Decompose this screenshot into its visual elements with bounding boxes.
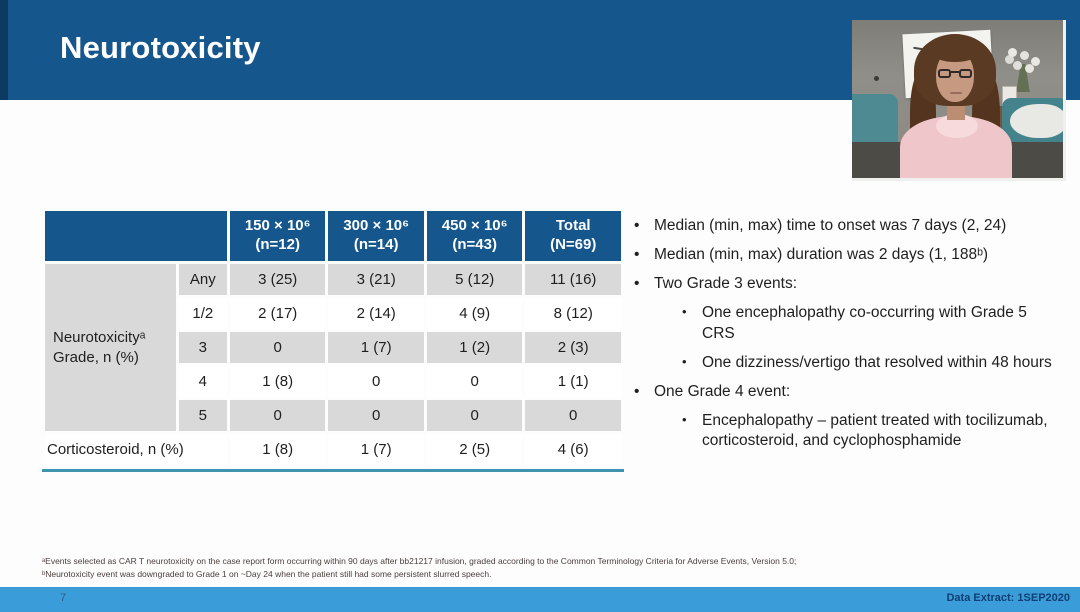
bullet-marker: • (634, 246, 640, 264)
grade-label: Any (178, 264, 227, 295)
column-header-150: 150 × 10⁶ (n=12) (229, 211, 326, 261)
table-cell: 1 (7) (328, 332, 424, 363)
column-header-450: 450 × 10⁶ (n=43) (426, 211, 523, 261)
table-cell: 1 (2) (426, 332, 523, 363)
table-cell: 2 (3) (525, 332, 621, 363)
draped-jacket (1010, 104, 1063, 138)
table-bottom-rule (42, 469, 624, 472)
table-cell: 2 (17) (229, 298, 326, 329)
webcam-video (852, 20, 1066, 181)
table-cell: 3 (25) (229, 264, 326, 295)
data-extract-label: Data Extract: 1SEP2020 (946, 592, 1070, 604)
table-cell: 2 (5) (426, 434, 523, 465)
table-row-grade-3: 3 0 1 (7) 1 (2) 2 (3) (45, 332, 621, 363)
table-cell: 5 (12) (426, 264, 523, 295)
neurotoxicity-table-section: 150 × 10⁶ (n=12) 300 × 10⁶ (n=14) 450 × … (42, 208, 624, 472)
bullet-text: One Grade 4 event: (654, 382, 791, 400)
n-label: (N=69) (550, 236, 597, 253)
dose-label: 300 × 10⁶ (343, 217, 410, 235)
table-row-corticosteroid: Corticosteroid, n (%) 1 (8) 1 (7) 2 (5) … (45, 434, 621, 465)
sub-bullet-item: • One encephalopathy co-occurring with G… (682, 303, 1078, 343)
bullet-marker: • (682, 353, 687, 369)
bullet-marker: • (682, 304, 687, 320)
bullet-text: Median (min, max) duration was 2 days (1… (654, 246, 989, 264)
grade-label: 3 (178, 332, 227, 363)
table-cell: 1 (8) (229, 366, 326, 397)
table-cell: 3 (21) (328, 264, 424, 295)
bullet-item: • Median (min, max) duration was 2 days … (634, 245, 1078, 265)
n-label: (n=12) (255, 236, 300, 253)
footnote-block: ᵃEvents selected as CAR T neurotoxicity … (42, 555, 962, 581)
n-label: (n=43) (452, 236, 497, 253)
bullet-item: • Two Grade 3 events: (634, 274, 1078, 294)
grade-label: 4 (178, 366, 227, 397)
table-cell: 1 (1) (525, 366, 621, 397)
footnote-a: ᵃEvents selected as CAR T neurotoxicity … (42, 556, 797, 566)
bullet-text: Two Grade 3 events: (654, 275, 798, 293)
glasses-bridge (951, 71, 959, 73)
table-cell: 0 (229, 332, 326, 363)
table-cell: 4 (6) (525, 434, 621, 465)
row-group-line1: Neurotoxicityᵃ (53, 329, 146, 346)
column-header-total: Total (N=69) (525, 211, 621, 261)
table-cell: 0 (229, 400, 326, 431)
bullet-list: • Median (min, max) time to onset was 7 … (634, 216, 1078, 460)
table-cell: 8 (12) (525, 298, 621, 329)
sub-bullet-item: • Encephalopathy – patient treated with … (682, 411, 1078, 451)
row-group-line2: Grade, n (%) (53, 348, 139, 366)
person-glasses (938, 69, 972, 79)
table-row-any: Neurotoxicityᵃ Grade, n (%) Any 3 (25) 3… (45, 264, 621, 431)
table-row-grade-1-2: 1/2 2 (17) 2 (14) 4 (9) 8 (12) (45, 298, 621, 329)
bullet-marker: • (634, 382, 640, 400)
table-corner-cell (45, 211, 227, 261)
bullet-marker: • (682, 411, 687, 427)
flowers (1008, 48, 1017, 57)
grade-label: 1/2 (178, 298, 227, 329)
bullet-text: One dizziness/vertigo that resolved with… (702, 353, 1052, 371)
person-hair-fringe (932, 44, 978, 62)
bullet-marker: • (634, 217, 640, 234)
bullet-marker: • (634, 275, 640, 293)
table-cell: 1 (8) (229, 434, 326, 465)
bullet-text: Encephalopathy – patient treated with to… (702, 411, 1048, 450)
table-cell: 11 (16) (525, 264, 621, 295)
table-row-grade-4: 4 1 (8) 0 0 1 (1) (45, 366, 621, 397)
page-title: Neurotoxicity (60, 30, 261, 65)
table-cell: 1 (7) (328, 434, 424, 465)
dose-label: 150 × 10⁶ (244, 217, 311, 235)
table-cell: 0 (426, 400, 523, 431)
slide-footer-bar: 7 Data Extract: 1SEP2020 (0, 587, 1080, 612)
table-row-grade-5: 5 0 0 0 0 (45, 400, 621, 431)
neurotoxicity-table: 150 × 10⁶ (n=12) 300 × 10⁶ (n=14) 450 × … (42, 208, 624, 468)
page-number: 7 (60, 592, 67, 604)
n-label: (n=14) (353, 236, 399, 253)
person-mouth (950, 92, 962, 94)
dose-label: Total (555, 217, 591, 235)
bullet-item: • Median (min, max) time to onset was 7 … (634, 216, 1078, 236)
bullet-item: • One Grade 4 event: (634, 382, 1078, 402)
sub-bullet-item: • One dizziness/vertigo that resolved wi… (682, 353, 1078, 373)
table-cell: 4 (9) (426, 298, 523, 329)
corticosteroid-label: Corticosteroid, n (%) (45, 434, 227, 465)
grade-label: 5 (178, 400, 227, 431)
table-cell: 2 (14) (328, 298, 424, 329)
table-cell: 0 (328, 366, 424, 397)
table-cell: 0 (525, 400, 621, 431)
table-cell: 0 (328, 400, 424, 431)
footnote-b: ᵇNeurotoxicity event was downgraded to G… (42, 568, 492, 579)
wall-dot (874, 76, 879, 81)
dose-label: 450 × 10⁶ (441, 217, 508, 235)
bullet-text: One encephalopathy co-occurring with Gra… (702, 304, 1027, 342)
bullet-text: Median (min, max) time to onset was 7 da… (654, 217, 1007, 234)
column-header-300: 300 × 10⁶ (n=14) (328, 211, 424, 261)
banner-edge-strip (0, 0, 8, 100)
row-group-label: Neurotoxicityᵃ Grade, n (%) (45, 264, 176, 431)
table-cell: 0 (426, 366, 523, 397)
